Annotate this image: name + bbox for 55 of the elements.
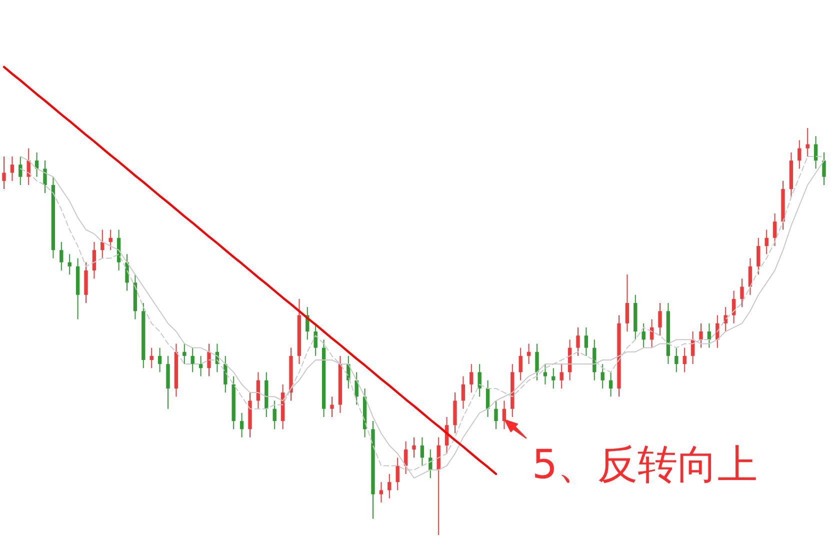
candlestick [461, 376, 466, 410]
candlestick [198, 355, 203, 377]
candlestick [625, 274, 630, 332]
candlestick [207, 343, 211, 377]
candlestick [494, 400, 498, 430]
candlestick [420, 436, 424, 466]
candlestick [772, 212, 777, 247]
candlestick [674, 347, 678, 373]
candlestick [642, 322, 646, 348]
candlestick [388, 473, 392, 499]
candlestick [486, 380, 490, 418]
candlestick [470, 364, 474, 394]
candlestick [707, 322, 712, 348]
candlestick [600, 364, 604, 389]
candlestick [682, 347, 686, 373]
candlestick [158, 347, 162, 373]
annotation: 5、反转向上 [532, 442, 758, 488]
candlestick [240, 412, 244, 438]
candlestick [518, 347, 522, 381]
candlestick [798, 140, 802, 170]
candlestick [576, 326, 580, 356]
candlestick [150, 347, 154, 369]
candlestick [526, 343, 531, 365]
candlestick [740, 278, 744, 308]
candlestick [330, 396, 334, 418]
candlestick [43, 160, 47, 194]
candlestick [10, 156, 14, 182]
candlestick [108, 229, 112, 251]
candlestick [658, 302, 662, 336]
candlestick [60, 241, 64, 271]
candlestick [125, 254, 129, 292]
candlestick [92, 241, 96, 280]
candlestick [404, 440, 408, 474]
candlestick [68, 254, 72, 276]
candlestick [608, 372, 613, 398]
candlestick [764, 229, 768, 255]
candlestick [756, 237, 760, 276]
candlestick [535, 343, 539, 381]
candlestick [552, 368, 556, 389]
candlestick [478, 364, 482, 398]
candlestick [190, 347, 194, 373]
candlestick [560, 364, 564, 389]
candlestick [396, 457, 400, 491]
candlestick [584, 326, 588, 356]
candlestick [699, 322, 703, 348]
candlestick [543, 364, 548, 385]
candlestick [379, 482, 384, 503]
candlestick [18, 156, 22, 186]
candlestick [412, 436, 416, 458]
candlestick [814, 136, 818, 170]
candlestick [2, 156, 6, 190]
candlestick [182, 343, 186, 365]
candlestick [806, 128, 810, 157]
candlestick [272, 400, 276, 430]
candlestick [822, 152, 826, 186]
